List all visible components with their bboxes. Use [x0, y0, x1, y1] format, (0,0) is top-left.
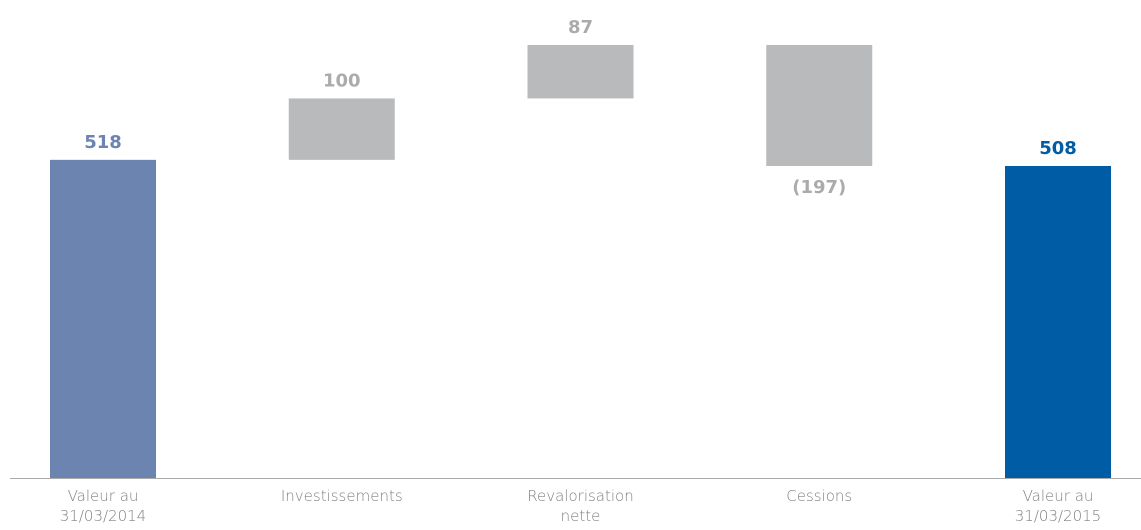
value-label: (197): [792, 177, 846, 198]
bar: [50, 159, 156, 478]
value-label: 518: [84, 132, 122, 153]
bar: [288, 98, 395, 160]
value-label: 508: [1039, 138, 1077, 159]
bar: [527, 45, 634, 99]
category-label: Valeur au 31/03/2015: [1014, 487, 1102, 525]
value-label: 87: [568, 17, 593, 38]
bar: [1005, 165, 1111, 478]
bar: [766, 45, 873, 166]
category-label: Valeur au 31/03/2014: [59, 487, 147, 525]
value-label: 100: [323, 70, 361, 91]
category-label: Cessions: [786, 487, 853, 505]
category-label: Investissements: [280, 487, 403, 505]
category-label: Revalorisation nette: [527, 487, 634, 525]
